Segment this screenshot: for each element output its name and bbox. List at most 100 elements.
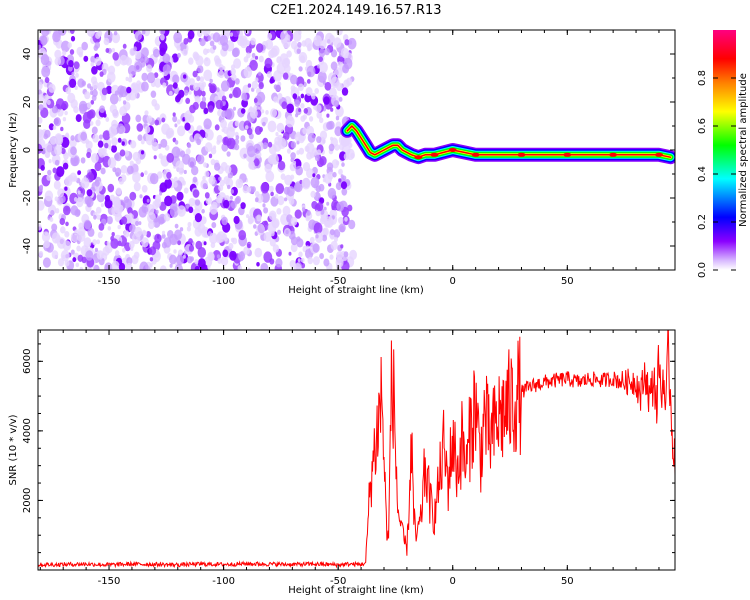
noise-cell: [187, 30, 195, 40]
noise-cell: [199, 38, 206, 47]
noise-cell: [174, 123, 178, 128]
snr-x-axis-label: Height of straight line (km): [288, 585, 424, 596]
noise-cell: [254, 125, 262, 135]
noise-cell: [317, 71, 327, 83]
noise-cell: [211, 222, 217, 229]
noise-cell: [242, 185, 249, 194]
noise-cell: [112, 52, 119, 61]
noise-cell: [97, 140, 104, 148]
noise-cell: [336, 30, 343, 36]
noise-cell: [237, 265, 242, 270]
noise-cell: [80, 157, 86, 164]
noise-cell: [91, 126, 98, 135]
noise-cell: [134, 30, 142, 41]
noise-cell: [59, 217, 66, 226]
noise-cell: [139, 194, 143, 199]
noise-cell: [303, 108, 308, 114]
noise-cell: [140, 150, 145, 155]
noise-cell: [196, 75, 201, 82]
noise-cell: [51, 232, 61, 244]
noise-cell: [38, 104, 44, 111]
noise-cell: [44, 129, 51, 138]
noise-cell: [187, 142, 192, 149]
snr-y-tick-label: 2000: [22, 488, 33, 513]
noise-cell: [254, 197, 259, 203]
noise-cell: [87, 30, 95, 37]
noise-cell: [116, 187, 122, 195]
noise-cell: [279, 53, 289, 65]
noise-cell: [232, 87, 242, 98]
noise-cell: [94, 56, 102, 66]
noise-cell: [196, 154, 205, 165]
noise-cell: [58, 30, 67, 36]
noise-cell: [76, 197, 84, 208]
noise-cell: [276, 208, 282, 215]
noise-cell: [309, 116, 314, 122]
noise-cell: [174, 229, 182, 241]
noise-cell: [340, 244, 344, 249]
noise-cell: [189, 78, 195, 86]
noise-cell: [247, 267, 251, 270]
noise-cell: [62, 117, 67, 122]
noise-cell: [218, 70, 225, 79]
noise-cell: [146, 115, 153, 123]
noise-cell: [92, 134, 99, 143]
noise-cell: [247, 83, 252, 88]
noise-cell: [254, 55, 259, 60]
noise-cell: [108, 145, 112, 150]
noise-cell: [86, 151, 91, 159]
noise-cell: [40, 35, 48, 46]
noise-cell: [149, 173, 159, 185]
noise-cell: [141, 237, 149, 248]
noise-cell: [298, 108, 302, 113]
noise-cell: [43, 240, 50, 249]
heatmap-y-axis-label: Frequency (Hz): [8, 112, 19, 188]
colorbar-axis: 0.0 0.2 0.4 0.6 0.8: [697, 70, 736, 278]
noise-cell: [102, 147, 107, 154]
noise-cell: [326, 113, 330, 118]
noise-cell: [341, 188, 348, 196]
noise-cell: [110, 238, 119, 249]
noise-cell: [188, 197, 196, 207]
noise-cell: [264, 57, 273, 69]
noise-cell: [85, 250, 94, 261]
noise-cell: [233, 106, 236, 111]
noise-cell: [202, 183, 208, 190]
noise-cell: [288, 197, 295, 205]
noise-cell: [229, 195, 233, 200]
noise-cell: [207, 264, 211, 270]
noise-cell: [70, 146, 77, 156]
noise-cell: [214, 124, 220, 131]
noise-cell: [251, 52, 256, 58]
noise-cell: [172, 115, 178, 123]
noise-cell: [275, 258, 283, 268]
noise-cell: [182, 254, 186, 259]
noise-cell: [318, 183, 325, 192]
noise-cell: [128, 212, 133, 217]
noise-cell: [231, 48, 239, 58]
noise-cell: [286, 103, 295, 114]
noise-cell: [253, 98, 258, 103]
noise-cell: [336, 201, 345, 212]
noise-cell: [241, 92, 248, 101]
noise-cell: [203, 57, 211, 67]
noise-cell: [246, 214, 250, 219]
noise-cell: [49, 217, 54, 222]
noise-cell: [204, 142, 213, 153]
noise-cell: [338, 96, 343, 102]
noise-cell: [177, 205, 187, 217]
noise-cell: [256, 223, 265, 236]
snr-x-axis: -150 -100 -50 0 50: [39, 330, 660, 587]
ridge-layer: [340, 119, 675, 165]
heatmap-y-axis: -40 -20 0 20 40: [22, 29, 675, 271]
noise-cell: [183, 38, 189, 45]
noise-cell: [330, 240, 338, 251]
noise-cell: [274, 193, 279, 199]
noise-cell: [286, 148, 291, 154]
noise-cell: [250, 108, 258, 119]
noise-cell: [83, 219, 92, 230]
noise-cell: [221, 216, 228, 226]
noise-cell: [94, 180, 100, 187]
noise-cell: [174, 223, 179, 229]
noise-cell: [173, 181, 178, 188]
